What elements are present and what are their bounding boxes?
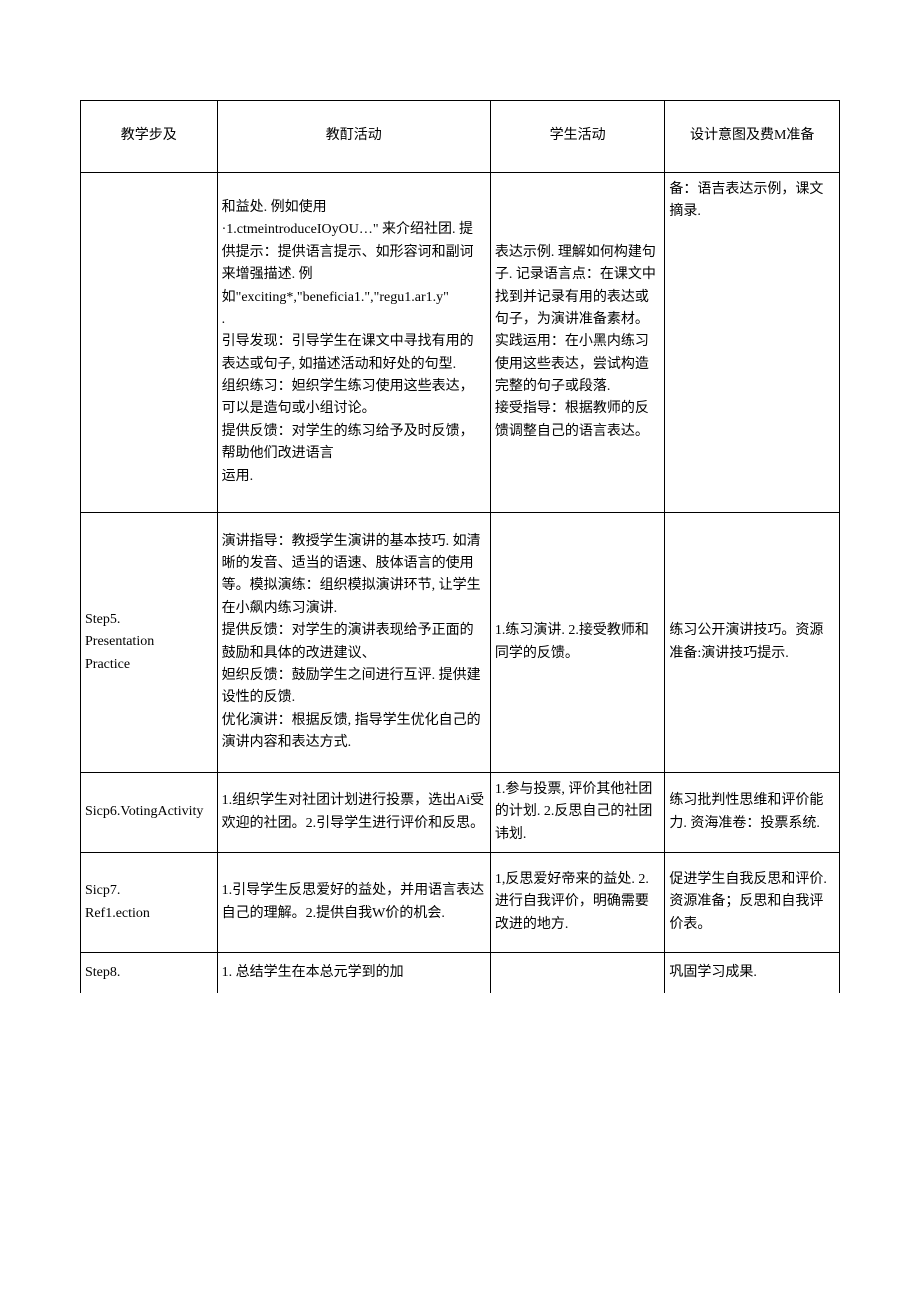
design-intent-cell: 促进学生自我反思和评价. 资源准备；反思和自我评价表。	[665, 853, 840, 953]
teacher-activity-cell: 和益处. 例如使用 ·1.ctmeintroduceIOyOU…" 来介绍社团.…	[217, 173, 490, 513]
step-cell: Sicp7. Ref1.ection	[81, 853, 218, 953]
table-row: Step8.1. 总结学生在本总元学到的加 巩固学习成果.	[81, 953, 840, 993]
table-row: Sicp6.VotingActivity1.组织学生对社团计划进行投票，选出Ai…	[81, 773, 840, 853]
teacher-activity-cell: 1.引导学生反思爱好的益处，并用语言表达自己的理解。2.提供自我W价的机会.	[217, 853, 490, 953]
design-intent-cell: 练习公开演讲技巧。资源准备:演讲技巧提示.	[665, 513, 840, 773]
step-cell: Step8.	[81, 953, 218, 993]
student-activity-cell: 1.练习演讲. 2.接受教师和同学的反馈。	[490, 513, 665, 773]
table-row: Sicp7. Ref1.ection1.引导学生反思爱好的益处，并用语言表达自己…	[81, 853, 840, 953]
step-cell: Step5. Presentation Practice	[81, 513, 218, 773]
header-step: 教学步及	[81, 101, 218, 173]
student-activity-cell	[490, 953, 665, 993]
student-activity-cell: 表达示例. 理解如何构建句子. 记录语言点：在课文中找到并记录有用的表达或句子，…	[490, 173, 665, 513]
design-intent-cell: 巩固学习成果.	[665, 953, 840, 993]
student-activity-cell: 1,反思爱好帝来的益处. 2.进行自我评价，明确需要改进的地方.	[490, 853, 665, 953]
step-cell: Sicp6.VotingActivity	[81, 773, 218, 853]
table-row: Step5. Presentation Practice演讲指导：教授学生演讲的…	[81, 513, 840, 773]
design-intent-cell: 练习批判性思维和评价能力. 资海准卷：投票系统.	[665, 773, 840, 853]
student-activity-cell: 1.参与投票, 评价其他社团的计划. 2.反思自己的社团讳划.	[490, 773, 665, 853]
lesson-plan-table: 教学步及 教酊活动 学生活动 设计意图及费M准备 和益处. 例如使用 ·1.ct…	[80, 100, 840, 993]
teacher-activity-cell: 1. 总结学生在本总元学到的加	[217, 953, 490, 993]
header-design-intent: 设计意图及费M准备	[665, 101, 840, 173]
table-row: 和益处. 例如使用 ·1.ctmeintroduceIOyOU…" 来介绍社团.…	[81, 173, 840, 513]
table-header-row: 教学步及 教酊活动 学生活动 设计意图及费M准备	[81, 101, 840, 173]
step-cell	[81, 173, 218, 513]
table-body: 和益处. 例如使用 ·1.ctmeintroduceIOyOU…" 来介绍社团.…	[81, 173, 840, 993]
header-student-activity: 学生活动	[490, 101, 665, 173]
teacher-activity-cell: 演讲指导：教授学生演讲的基本技巧. 如清晰的发音、适当的语速、肢体语言的使用等。…	[217, 513, 490, 773]
design-intent-cell: 备：语吉表达示例，课文摘录.	[665, 173, 840, 513]
header-teacher-activity: 教酊活动	[217, 101, 490, 173]
teacher-activity-cell: 1.组织学生对社团计划进行投票，选出Ai受欢迎的社团。2.引导学生进行评价和反思…	[217, 773, 490, 853]
